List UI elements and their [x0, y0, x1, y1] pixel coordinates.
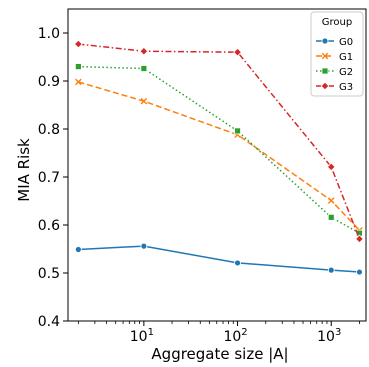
series-g0	[74, 242, 363, 276]
y-tick-label: 0.9	[38, 74, 60, 90]
series-point	[74, 246, 82, 253]
y-tick-label: 1.0	[38, 26, 60, 42]
legend-item-g3: G3	[316, 81, 353, 93]
legend-label: G2	[339, 67, 353, 78]
axes: 0.4 0.5 0.6 0.7 0.8 0.9 1.0 101 102 103	[38, 8, 367, 345]
y-tick-label: 0.5	[38, 266, 60, 282]
legend-title: Group	[322, 17, 352, 28]
legend-box	[310, 11, 364, 97]
x-axis-label: Aggregate size |A|	[151, 345, 288, 363]
x-tick-label: 103	[317, 327, 341, 345]
series-g1	[75, 78, 363, 234]
series-point	[320, 81, 330, 91]
series-point	[321, 52, 329, 60]
y-tick-label: 0.8	[38, 122, 60, 138]
y-axis-label: MIA Risk	[15, 138, 33, 202]
series-line	[78, 245, 360, 273]
series-point	[326, 162, 336, 172]
series-point	[327, 197, 335, 204]
legend: Group G0 G1 G2 G3	[310, 11, 364, 97]
series-point	[74, 63, 82, 70]
series-point	[321, 37, 329, 45]
legend-label: G3	[339, 82, 353, 93]
series-point	[234, 127, 241, 135]
series-line	[78, 81, 360, 231]
y-tick-label: 0.7	[38, 170, 60, 186]
series-point	[139, 46, 149, 56]
series-point	[356, 268, 363, 276]
legend-item-g0: G0	[316, 37, 353, 48]
y-tick-label: 0.6	[38, 218, 60, 234]
series-point	[321, 67, 329, 75]
series-g2	[74, 63, 363, 237]
series-point	[234, 259, 241, 267]
series-g3	[74, 39, 364, 244]
series-point	[140, 242, 148, 250]
legend-item-g1: G1	[316, 52, 353, 63]
legend-item-g2: G2	[316, 67, 353, 78]
series-line	[78, 65, 360, 234]
x-tick-label: 102	[223, 327, 247, 345]
series-point	[140, 65, 148, 72]
plot-area	[74, 39, 364, 276]
series-point	[74, 39, 83, 49]
series-point	[233, 47, 242, 57]
series-point	[327, 266, 335, 274]
series-point	[355, 234, 364, 244]
series-point	[75, 78, 82, 86]
legend-label: G1	[339, 52, 353, 63]
y-tick-label: 0.4	[38, 314, 60, 330]
series-point	[140, 97, 148, 105]
legend-label: G0	[339, 37, 353, 48]
series-point	[327, 213, 335, 221]
x-tick-label: 101	[130, 327, 154, 345]
